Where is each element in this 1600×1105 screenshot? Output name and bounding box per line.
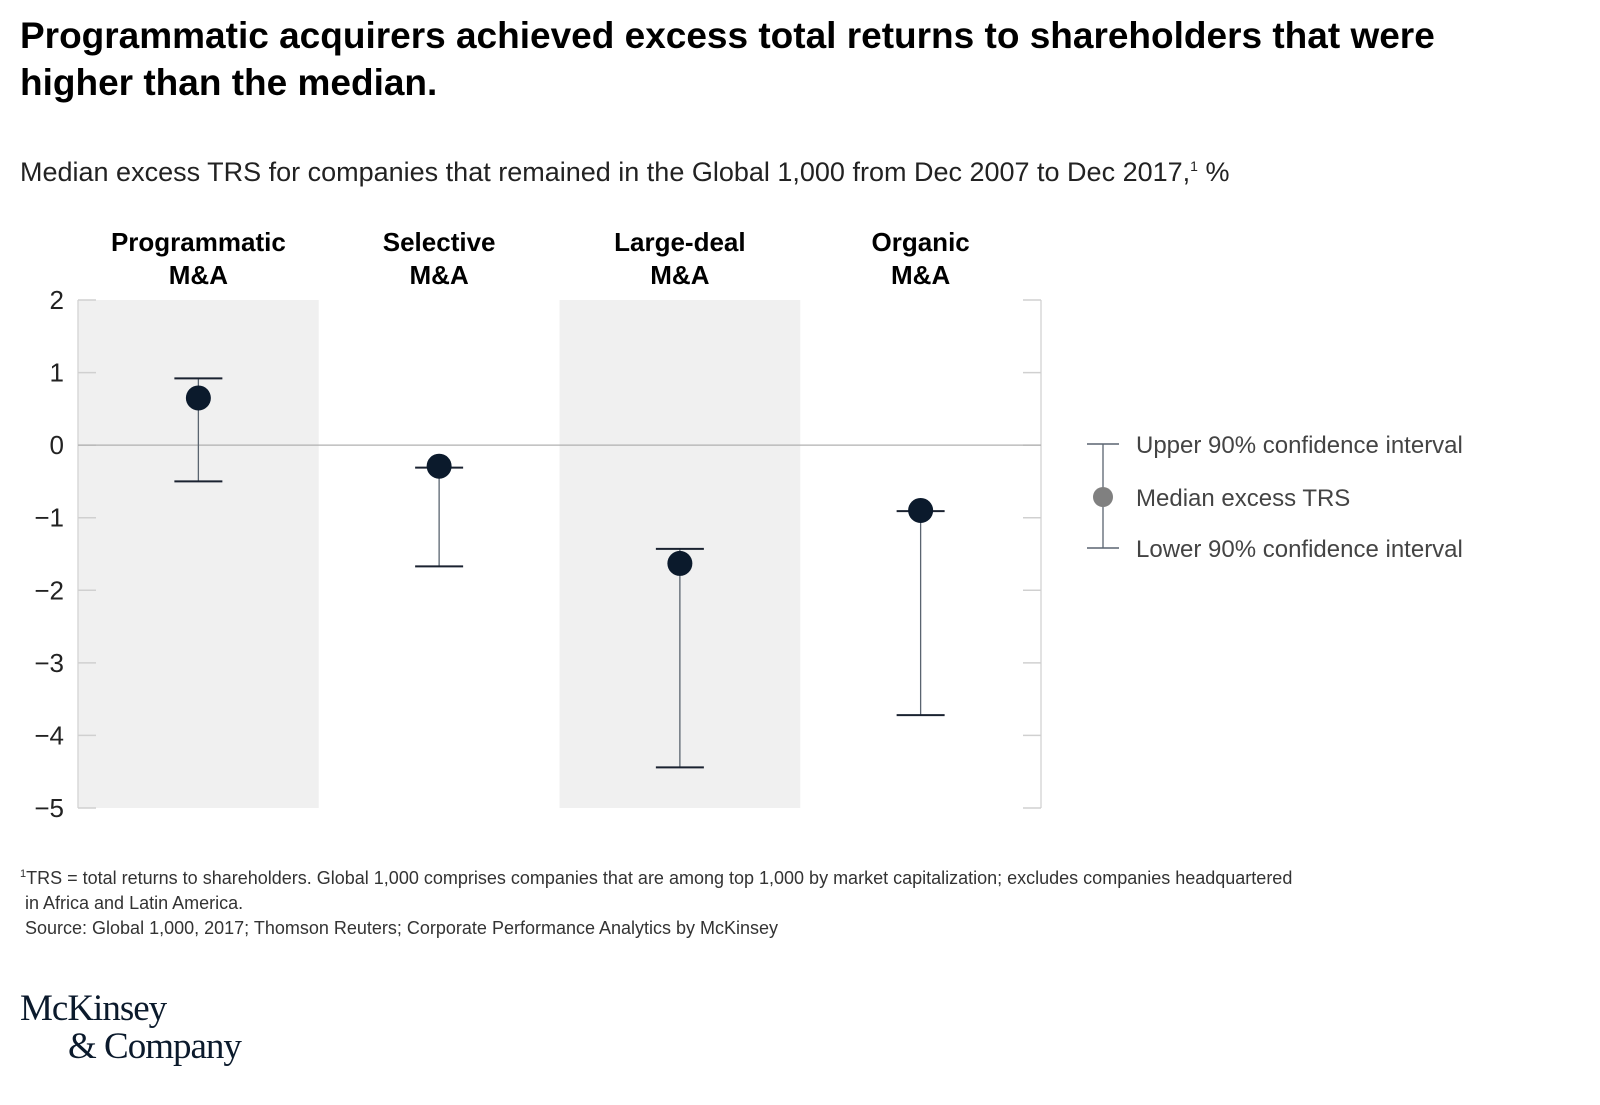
footnote-text: TRS = total returns to shareholders. Glo… [26,868,1293,888]
y-tick-label: −2 [34,575,64,605]
footnote: 1TRS = total returns to shareholders. Gl… [20,862,1292,941]
source-line: Source: Global 1,000, 2017; Thomson Reut… [20,918,779,938]
y-tick-label: 0 [50,430,64,460]
subtitle-footnote-mark: 1 [1190,158,1198,174]
legend-median-label: Median excess TRS [1136,485,1350,512]
category-label: M&A [891,260,950,290]
category-label: Organic [872,227,970,257]
category-label: M&A [169,260,228,290]
chart-subtitle: Median excess TRS for companies that rem… [20,157,1229,188]
footnote-line1: 1TRS = total returns to shareholders. Gl… [20,862,1292,891]
category-label: Large-deal [614,227,746,257]
y-tick-label: −1 [34,503,64,533]
y-tick-label: 1 [50,358,64,388]
category-label: Selective [383,227,496,257]
y-tick-label: −4 [34,720,64,750]
logo-line1: McKinsey [20,988,167,1029]
category-label: M&A [650,260,709,290]
category-label: M&A [410,260,469,290]
subtitle-unit: % [1197,157,1230,187]
median-marker [908,497,934,523]
legend-lower-label: Lower 90% confidence interval [1136,536,1463,563]
footnote-mark: 1 [20,868,27,880]
footnote-line2: in Africa and Latin America. [20,893,244,913]
logo-line2: & Company [68,1026,242,1067]
y-tick-label: 2 [50,285,64,315]
legend-median-marker [1093,487,1113,507]
median-marker [426,453,452,479]
chart-title: Programmatic acquirers achieved excess t… [20,15,1435,103]
subtitle-text: Median excess TRS for companies that rem… [20,157,1191,187]
category-label: Programmatic [111,227,286,257]
y-tick-label: −5 [34,793,64,823]
legend-upper-label: Upper 90% confidence interval [1136,432,1463,459]
chart: 210−1−2−3−4−5ProgrammaticM&ASelectiveM&A… [34,227,1463,823]
median-marker [667,550,693,576]
category-band [78,300,319,808]
y-tick-label: −3 [34,648,64,678]
mckinsey-logo: McKinsey & Company [20,988,242,1067]
median-marker [185,385,211,411]
